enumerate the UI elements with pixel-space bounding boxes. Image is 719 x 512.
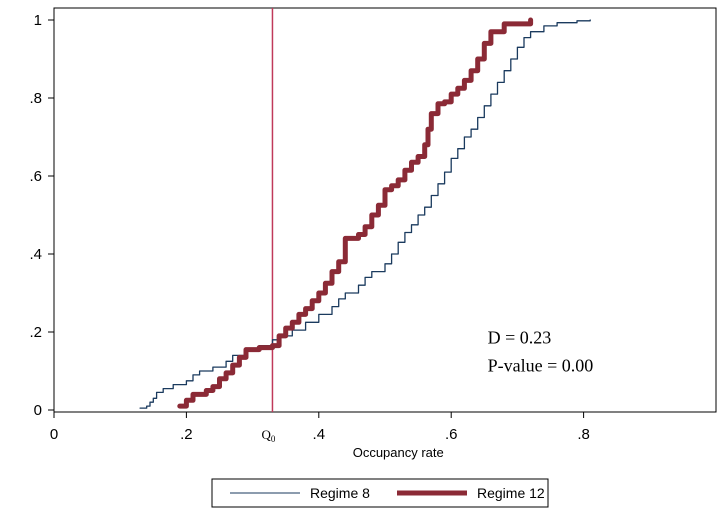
legend-label-regime-8: Regime 8 bbox=[310, 485, 370, 501]
x-tick-label: 0 bbox=[50, 426, 58, 443]
legend-label-regime-12: Regime 12 bbox=[477, 485, 545, 501]
series-line-regime-12 bbox=[177, 17, 534, 409]
y-tick-label: .8 bbox=[29, 90, 42, 107]
x-tick-label: .8 bbox=[577, 426, 590, 443]
y-tick-label: .6 bbox=[29, 168, 42, 185]
legend: Regime 8 Regime 12 bbox=[211, 478, 549, 508]
x-tick-label: .4 bbox=[313, 426, 326, 443]
plot-area-border bbox=[53, 7, 717, 413]
x-axis-title: Occupancy rate bbox=[353, 445, 444, 460]
y-tick-label: 0 bbox=[34, 402, 42, 419]
plot-frame bbox=[53, 7, 717, 413]
q0-label: Q0 bbox=[262, 427, 276, 444]
series-line-regime-8 bbox=[139, 19, 591, 409]
ks-statistic-annotation: D = 0.23 bbox=[488, 328, 552, 348]
y-axis-ticks: 0 .2 .4 .6 .8 1 bbox=[29, 12, 54, 419]
x-axis-ticks: 0 .2 .4 .6 .8 bbox=[50, 412, 590, 443]
p-value-annotation: P-value = 0.00 bbox=[488, 356, 594, 376]
series-group bbox=[139, 17, 591, 409]
y-tick-label: .2 bbox=[29, 324, 42, 341]
x-tick-label: .6 bbox=[445, 426, 458, 443]
x-tick-label: .2 bbox=[180, 426, 193, 443]
y-tick-label: .4 bbox=[29, 246, 42, 263]
y-tick-label: 1 bbox=[34, 12, 42, 29]
